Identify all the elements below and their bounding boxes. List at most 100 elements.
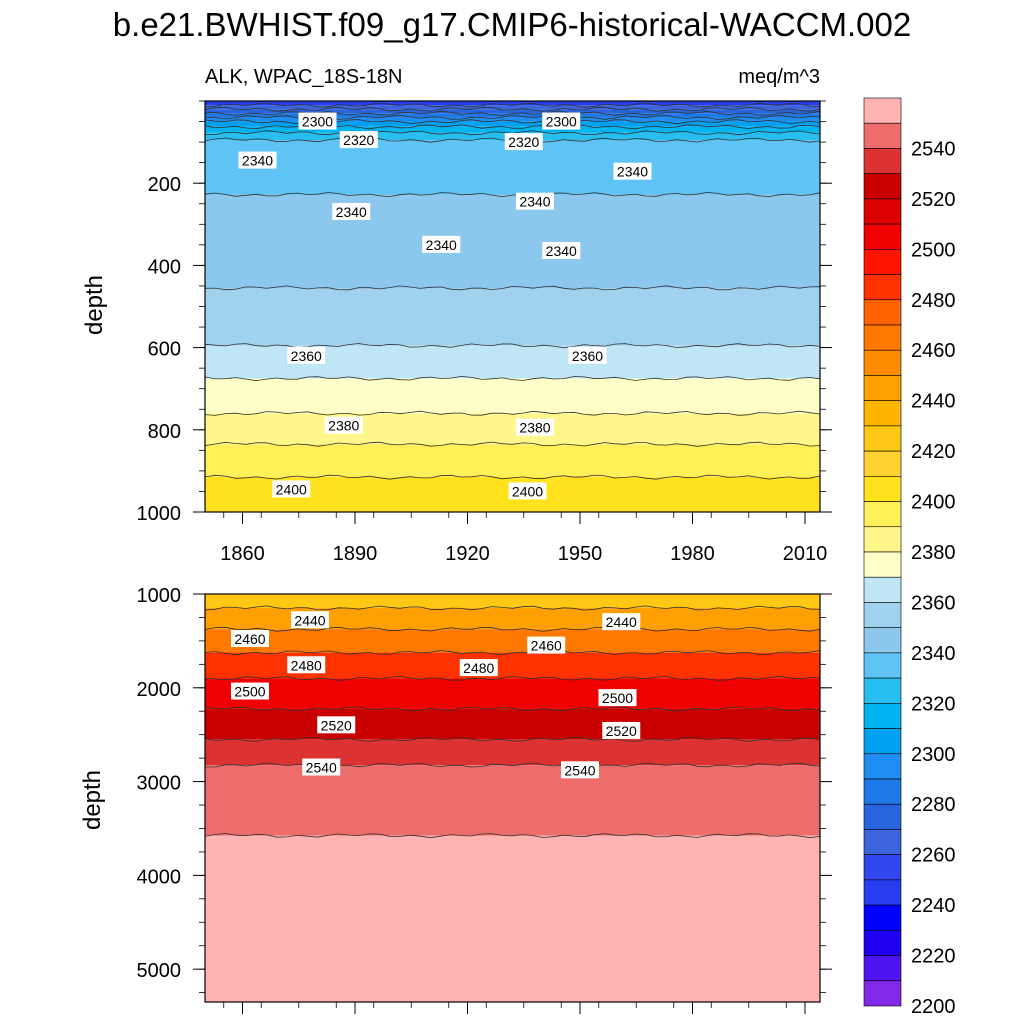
colorbar-swatch xyxy=(863,450,902,477)
colorbar-swatch xyxy=(863,400,902,427)
y-tick-label: 2000 xyxy=(137,679,182,701)
contour-label: 2320 xyxy=(339,131,378,149)
colorbar-swatch xyxy=(863,198,902,225)
colorbar-label: 2260 xyxy=(911,845,956,867)
colorbar-swatch xyxy=(863,173,902,200)
contour-line xyxy=(204,626,821,632)
y-tick-label: 1000 xyxy=(137,585,182,607)
contour-band xyxy=(205,594,820,609)
contour-band xyxy=(205,629,820,653)
colorbar: 2540 2520 2500 2480 2460 2440 2420 2400 2380 2360… xyxy=(863,97,956,1018)
contour-line xyxy=(204,675,821,681)
colorbar-swatch xyxy=(863,501,902,528)
colorbar-label: 2220 xyxy=(911,946,956,968)
x-tick-label: 1860 xyxy=(220,543,265,565)
colorbar-label: 2240 xyxy=(911,895,956,917)
contour-label-text: 2360 xyxy=(291,348,322,364)
colorbar-label: 2200 xyxy=(911,996,956,1018)
colorbar-swatch xyxy=(863,955,902,982)
contour-label: 2340 xyxy=(238,151,277,169)
x-tick-label: 1950 xyxy=(558,543,603,565)
colorbar-swatch xyxy=(863,526,902,553)
contour-line xyxy=(204,833,821,839)
contour-label: 2340 xyxy=(422,235,461,253)
colorbar-swatch xyxy=(863,476,902,502)
contour-label-text: 2340 xyxy=(426,237,457,253)
contour-label-text: 2300 xyxy=(302,114,333,130)
contour-label: 2520 xyxy=(602,721,641,739)
contour-label: 2340 xyxy=(613,162,652,180)
contour-label-text: 2500 xyxy=(602,690,633,706)
colorbar-label: 2360 xyxy=(911,592,956,614)
contour-band xyxy=(205,121,820,127)
contour-label-text: 2380 xyxy=(519,420,550,436)
contour-label: 2360 xyxy=(568,346,607,364)
contour-label-text: 2340 xyxy=(519,194,550,210)
contour-label: 2520 xyxy=(317,716,356,734)
colorbar-label: 2320 xyxy=(911,693,956,715)
plot-frame xyxy=(204,593,821,1003)
contour-line xyxy=(204,106,821,112)
colorbar-label: 2340 xyxy=(911,643,956,665)
y-tick-label: 3000 xyxy=(137,773,182,795)
contour-band xyxy=(205,608,820,630)
contour-label-text: 2300 xyxy=(546,114,577,130)
contour-label: 2500 xyxy=(598,689,637,707)
upper-contour-panel: 200 400 600 800 1000 1860 1890 1920 1950 1980 2010… xyxy=(137,100,832,565)
contour-label: 2460 xyxy=(527,636,566,654)
contour-label-text: 2340 xyxy=(242,153,273,169)
contour-label: 2500 xyxy=(231,682,269,700)
contour-line xyxy=(204,375,821,382)
colorbar-swatch xyxy=(863,551,902,578)
colorbar-swatch xyxy=(863,879,902,906)
contour-label-text: 2460 xyxy=(234,631,265,647)
contour-line xyxy=(204,410,821,416)
colorbar-label: 2440 xyxy=(911,391,956,413)
contour-label-text: 2440 xyxy=(294,612,325,628)
contour-label: 2340 xyxy=(332,202,371,220)
colorbar-swatch xyxy=(863,728,902,755)
contour-label-text: 2380 xyxy=(328,418,359,434)
contour-band xyxy=(205,678,820,709)
contour-label: 2480 xyxy=(287,656,326,674)
y-tick-label: 400 xyxy=(148,256,181,278)
colorbar-swatch xyxy=(863,97,902,124)
contour-label-text: 2320 xyxy=(508,134,539,150)
colorbar-swatch xyxy=(863,249,902,275)
colorbar-swatch xyxy=(863,980,902,1007)
contour-label: 2300 xyxy=(542,112,581,130)
y-tick-label: 200 xyxy=(148,174,181,196)
contour-label-text: 2500 xyxy=(234,684,265,700)
colorbar-label: 2300 xyxy=(911,744,956,766)
colorbar-swatch xyxy=(863,778,902,805)
colorbar-swatch xyxy=(863,148,902,174)
colorbar-swatch xyxy=(863,576,902,603)
colorbar-label: 2380 xyxy=(911,542,956,564)
contour-band xyxy=(205,194,820,289)
contour-label-text: 2540 xyxy=(306,760,337,776)
contour-band xyxy=(205,378,820,414)
colorbar-swatch xyxy=(863,122,902,149)
colorbar-label: 2520 xyxy=(911,189,956,211)
colorbar-swatch xyxy=(863,274,902,301)
contour-label: 2460 xyxy=(231,630,269,648)
contour-line xyxy=(204,605,821,611)
contour-label-text: 2480 xyxy=(291,657,322,673)
contour-label: 2480 xyxy=(459,659,498,677)
contour-label: 2320 xyxy=(504,133,543,151)
contour-label: 2540 xyxy=(302,758,341,776)
contour-label-text: 2340 xyxy=(336,204,367,220)
contour-band xyxy=(205,444,820,478)
contour-band xyxy=(205,765,820,836)
contour-line xyxy=(204,441,821,447)
colorbar-swatch xyxy=(863,652,902,679)
colorbar-swatch xyxy=(863,299,902,326)
colorbar-swatch xyxy=(863,904,902,931)
colorbar-label: 2480 xyxy=(911,290,956,312)
contour-line xyxy=(204,736,821,742)
lower-contour-panel: 1000 2000 3000 4000 5000 2440 2440 2460 2460 2480… xyxy=(137,585,832,1014)
contour-label-text: 2340 xyxy=(617,164,648,180)
contour-label: 2400 xyxy=(508,482,547,500)
y-tick-label: 4000 xyxy=(137,866,182,888)
